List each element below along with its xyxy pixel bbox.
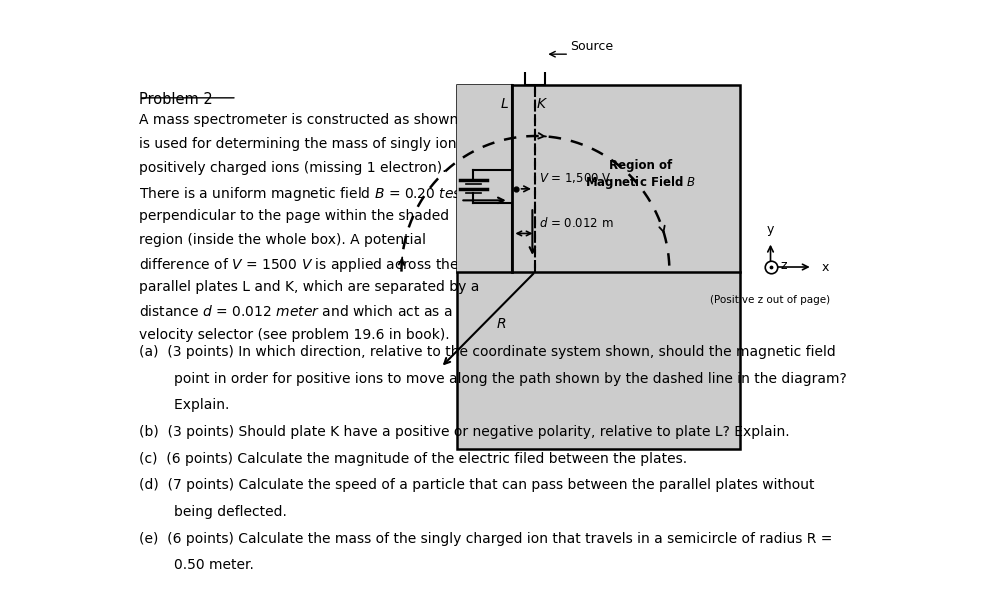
Text: L: L bbox=[501, 97, 509, 111]
Text: Source: Source bbox=[570, 40, 613, 53]
Text: There is a uniform magnetic field $B$ = 0.20 $tesla$ is: There is a uniform magnetic field $B$ = … bbox=[138, 184, 489, 203]
Text: A mass spectrometer is constructed as shown. It: A mass spectrometer is constructed as sh… bbox=[138, 113, 476, 127]
Text: $d$ = 0.012 m: $d$ = 0.012 m bbox=[538, 216, 614, 230]
Text: z: z bbox=[781, 259, 787, 272]
Bar bbox=[526, 64, 545, 85]
Text: Explain.: Explain. bbox=[138, 398, 229, 413]
Text: (Positive z out of page): (Positive z out of page) bbox=[710, 294, 831, 304]
Text: is used for determining the mass of singly ionized: is used for determining the mass of sing… bbox=[138, 137, 485, 151]
Text: (a)  (3 points) In which direction, relative to the coordinate system shown, sho: (a) (3 points) In which direction, relat… bbox=[138, 345, 836, 359]
Text: x: x bbox=[822, 260, 829, 273]
Text: positively charged ions (missing 1 electron).: positively charged ions (missing 1 elect… bbox=[138, 161, 447, 175]
Text: perpendicular to the page within the shaded: perpendicular to the page within the sha… bbox=[138, 208, 449, 223]
Text: (d)  (7 points) Calculate the speed of a particle that can pass between the para: (d) (7 points) Calculate the speed of a … bbox=[138, 478, 814, 493]
Text: (e)  (6 points) Calculate the mass of the singly charged ion that travels in a s: (e) (6 points) Calculate the mass of the… bbox=[138, 532, 832, 546]
Text: distance $d$ = 0.012 $meter$ and which act as a: distance $d$ = 0.012 $meter$ and which a… bbox=[138, 304, 453, 319]
Text: y: y bbox=[767, 223, 775, 236]
Text: region (inside the whole box). A potential: region (inside the whole box). A potenti… bbox=[138, 232, 426, 247]
Text: parallel plates L and K, which are separated by a: parallel plates L and K, which are separ… bbox=[138, 281, 479, 294]
Text: (c)  (6 points) Calculate the magnitude of the electric filed between the plates: (c) (6 points) Calculate the magnitude o… bbox=[138, 452, 687, 466]
Text: K: K bbox=[537, 97, 546, 111]
Text: (b)  (3 points) Should plate K have a positive or negative polarity, relative to: (b) (3 points) Should plate K have a pos… bbox=[138, 425, 789, 439]
Text: $V$ = 1,500 V: $V$ = 1,500 V bbox=[539, 171, 612, 185]
Bar bbox=[456, 85, 740, 448]
Text: difference of $V$ = 1500 $V$ is applied across the: difference of $V$ = 1500 $V$ is applied … bbox=[138, 257, 459, 275]
Text: 0.50 meter.: 0.50 meter. bbox=[138, 558, 254, 573]
Bar bbox=[456, 85, 513, 272]
Text: velocity selector (see problem 19.6 in book).: velocity selector (see problem 19.6 in b… bbox=[138, 328, 450, 342]
Text: point in order for positive ions to move along the path shown by the dashed line: point in order for positive ions to move… bbox=[138, 372, 847, 386]
Text: Region of
Magnetic Field $B$: Region of Magnetic Field $B$ bbox=[585, 159, 696, 191]
Text: being deflected.: being deflected. bbox=[138, 505, 287, 519]
Text: Problem 2: Problem 2 bbox=[138, 93, 212, 107]
Text: R: R bbox=[496, 318, 506, 331]
